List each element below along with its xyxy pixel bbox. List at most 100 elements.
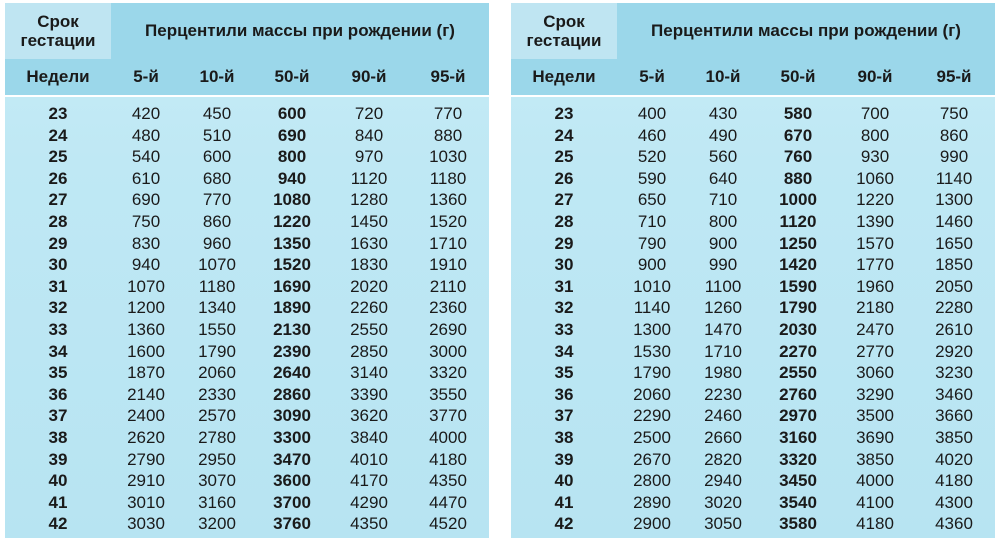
p5-cell: 2800 [633, 471, 671, 491]
p95-cell: 860 [939, 125, 969, 145]
p5-cell: 1010 [633, 276, 671, 296]
header-separator-bottom [511, 95, 995, 97]
p5-cell: 710 [637, 211, 667, 231]
p5-cell: 900 [637, 255, 667, 275]
p10-cell: 1180 [198, 276, 236, 296]
p90-cell: 3060 [856, 363, 894, 383]
week-cell: 39 [48, 449, 68, 469]
table-row: 29 830 960 1350 1630 1710 [5, 233, 489, 255]
p95-cell: 2360 [429, 298, 467, 318]
p5-cell: 400 [637, 104, 667, 123]
table-row: 29 790 900 1250 1570 1650 [511, 233, 995, 255]
column-header-p5: 5-й [133, 67, 159, 86]
p90-cell: 4100 [856, 492, 894, 512]
week-cell: 37 [48, 406, 68, 426]
p90-cell: 1120 [350, 168, 388, 188]
p50-cell: 580 [783, 104, 813, 123]
p95-cell: 2280 [935, 298, 973, 318]
p10-cell: 600 [202, 147, 232, 167]
p5-cell: 610 [131, 168, 161, 188]
p50-cell: 1690 [273, 276, 311, 296]
week-cell: 38 [554, 427, 574, 447]
table-row: 27 690 770 1080 1280 1360 [5, 189, 489, 211]
p50-cell: 3760 [273, 514, 311, 534]
p10-cell: 3160 [198, 492, 236, 512]
p5-cell: 590 [637, 168, 667, 188]
p95-cell: 770 [433, 104, 463, 123]
week-cell: 38 [48, 427, 68, 447]
week-cell: 32 [48, 298, 68, 318]
p10-cell: 1980 [704, 363, 742, 383]
week-cell: 29 [554, 233, 574, 253]
p95-cell: 3660 [935, 406, 973, 426]
p10-cell: 1260 [704, 298, 742, 318]
column-header-p95: 95-й [430, 67, 466, 86]
p5-cell: 2900 [633, 514, 671, 534]
week-cell: 40 [554, 471, 574, 491]
p50-cell: 2640 [273, 363, 311, 383]
column-header-p90: 90-й [857, 67, 893, 86]
week-cell: 30 [48, 255, 68, 275]
p90-cell: 2550 [350, 319, 388, 339]
table-row: 26 610 680 940 1120 1180 [5, 168, 489, 190]
p10-cell: 990 [708, 255, 738, 275]
p10-cell: 960 [202, 233, 232, 253]
p10-cell: 1340 [198, 298, 236, 318]
table-header-top: Срок гестации Перцентили массы при рожде… [5, 3, 489, 59]
table-row: 39 2790 2950 3470 4010 4180 [5, 449, 489, 471]
p50-cell: 2270 [779, 341, 817, 361]
week-cell: 26 [554, 168, 574, 188]
p5-cell: 1530 [633, 341, 671, 361]
p50-cell: 2550 [779, 363, 817, 383]
p5-cell: 540 [131, 147, 161, 167]
p5-cell: 2290 [633, 406, 671, 426]
p90-cell: 2020 [350, 276, 388, 296]
p50-cell: 1790 [779, 298, 817, 318]
table-row: 33 1360 1550 2130 2550 2690 [5, 319, 489, 341]
p5-cell: 2890 [633, 492, 671, 512]
p5-cell: 420 [131, 104, 161, 123]
p90-cell: 1280 [350, 190, 388, 210]
p10-cell: 680 [202, 168, 232, 188]
p90-cell: 2180 [856, 298, 894, 318]
p50-cell: 600 [277, 104, 307, 123]
table-row: 37 2400 2570 3090 3620 3770 [5, 405, 489, 427]
gestation-label-line2: гестации [526, 31, 602, 50]
p10-cell: 1470 [704, 319, 742, 339]
p95-cell: 3460 [935, 384, 973, 404]
weeks-column-header: Недели [532, 67, 596, 86]
p10-cell: 2820 [704, 449, 742, 469]
week-cell: 25 [554, 147, 574, 167]
p5-cell: 1200 [127, 298, 165, 318]
week-cell: 23 [48, 104, 68, 123]
p10-cell: 2660 [704, 427, 742, 447]
p10-cell: 2060 [198, 363, 236, 383]
table-row: 36 2060 2230 2760 3290 3460 [511, 384, 995, 406]
p50-cell: 760 [783, 147, 813, 167]
week-cell: 41 [48, 492, 68, 512]
table-row: 41 2890 3020 3540 4100 4300 [511, 492, 995, 514]
p10-cell: 1790 [198, 341, 236, 361]
p95-cell: 1850 [935, 255, 973, 275]
p90-cell: 4180 [856, 514, 894, 534]
week-cell: 42 [554, 514, 574, 534]
p5-cell: 2060 [633, 384, 671, 404]
p10-cell: 2940 [704, 471, 742, 491]
week-cell: 23 [554, 104, 574, 123]
p95-cell: 4470 [429, 492, 467, 512]
p5-cell: 1070 [127, 276, 165, 296]
table-row: 32 1200 1340 1890 2260 2360 [5, 297, 489, 319]
p95-cell: 1300 [935, 190, 973, 210]
p95-cell: 3850 [935, 427, 973, 447]
table-row: 23 400 430 580 700 750 [511, 103, 995, 125]
table-row: 31 1070 1180 1690 2020 2110 [5, 276, 489, 298]
p5-cell: 1140 [633, 298, 671, 318]
p95-cell: 1180 [429, 168, 467, 188]
column-header-p50: 50-й [274, 67, 310, 86]
p10-cell: 2570 [198, 406, 236, 426]
p90-cell: 2470 [856, 319, 894, 339]
p5-cell: 690 [131, 190, 161, 210]
week-cell: 33 [48, 319, 68, 339]
week-cell: 31 [554, 276, 574, 296]
p90-cell: 4000 [856, 471, 894, 491]
